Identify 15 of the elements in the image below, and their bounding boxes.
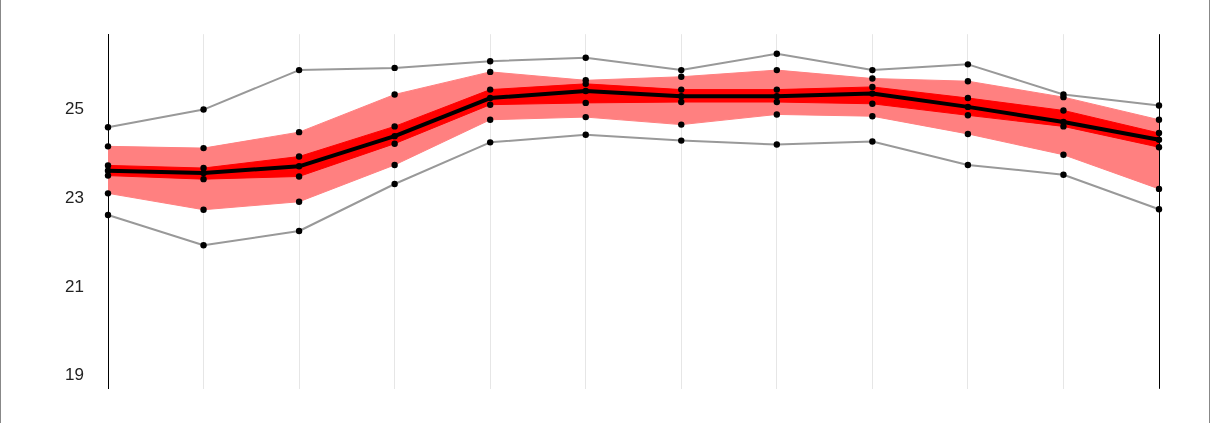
y-tick-label: 19 xyxy=(65,365,84,385)
point xyxy=(964,103,972,111)
point xyxy=(295,163,303,170)
point xyxy=(1060,118,1067,126)
point xyxy=(486,94,494,102)
y-tick-label: 25 xyxy=(65,99,84,119)
point xyxy=(582,87,589,95)
point xyxy=(200,169,207,177)
point xyxy=(391,132,398,140)
point xyxy=(104,167,112,174)
y-tick-label: 23 xyxy=(65,187,84,207)
point xyxy=(678,93,685,100)
point xyxy=(869,90,876,97)
y-tick-label: 21 xyxy=(65,276,84,296)
point xyxy=(773,93,781,100)
